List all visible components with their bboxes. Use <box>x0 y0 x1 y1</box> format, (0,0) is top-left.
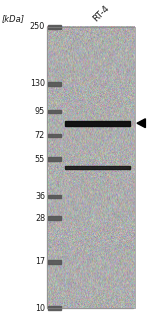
Bar <box>48 307 61 310</box>
Bar <box>48 25 61 29</box>
Polygon shape <box>137 119 145 128</box>
Bar <box>62 27 133 308</box>
Text: 17: 17 <box>35 257 45 266</box>
Bar <box>65 166 130 169</box>
Text: 130: 130 <box>30 80 45 89</box>
Bar <box>48 158 61 161</box>
Text: 55: 55 <box>35 155 45 164</box>
Text: 72: 72 <box>35 131 45 140</box>
Text: 250: 250 <box>30 22 45 31</box>
Bar <box>48 216 61 220</box>
Text: 28: 28 <box>35 214 45 223</box>
Bar <box>48 195 61 198</box>
Text: RT-4: RT-4 <box>91 4 111 24</box>
Bar <box>48 82 61 86</box>
Bar <box>48 134 61 137</box>
Bar <box>65 121 130 126</box>
Bar <box>47 27 135 308</box>
Bar <box>48 260 61 264</box>
Text: 36: 36 <box>35 192 45 201</box>
Text: 95: 95 <box>35 107 45 116</box>
Text: 10: 10 <box>35 304 45 313</box>
Bar <box>48 110 61 113</box>
Bar <box>47 27 62 308</box>
Text: [kDa]: [kDa] <box>2 14 25 23</box>
